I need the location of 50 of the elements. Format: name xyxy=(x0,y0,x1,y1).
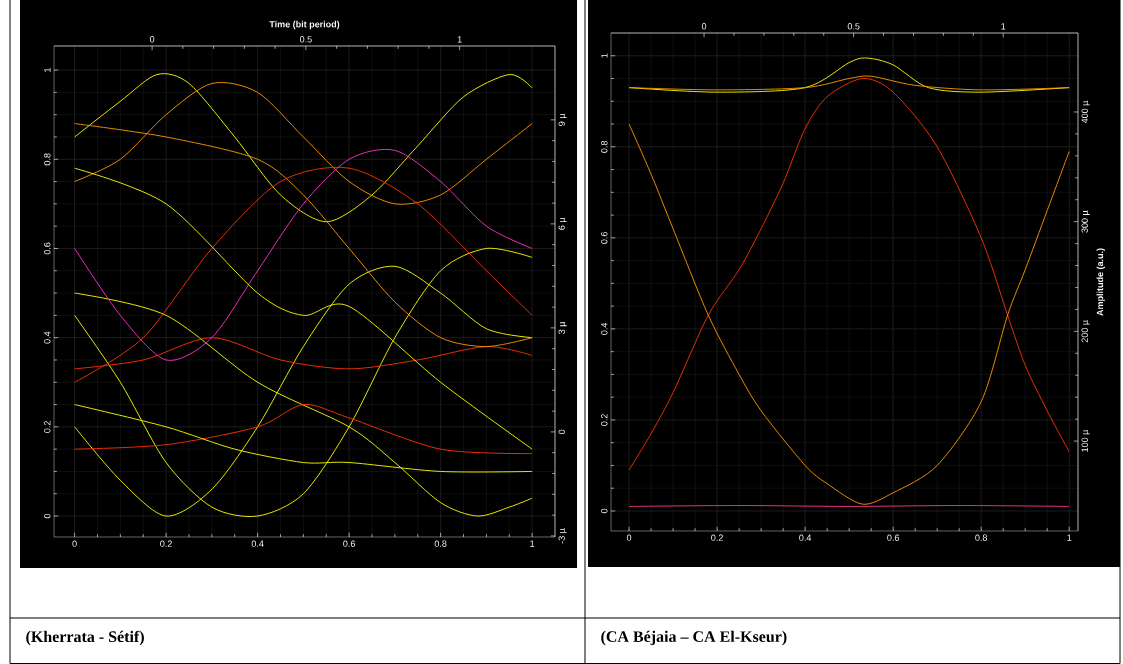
x-tick-label: 0.2 xyxy=(160,540,172,547)
line-series xyxy=(628,123,1070,505)
x-tick-label: 0 xyxy=(72,540,77,547)
y-tick-label: 0 xyxy=(44,513,51,519)
y2-tick-label: 200 µ xyxy=(1081,320,1090,343)
y-tick-label: 0.2 xyxy=(44,421,51,433)
y-tick-label: 1 xyxy=(601,53,608,58)
y2-tick-label: 6 µ xyxy=(558,217,567,230)
y2-tick-label: 3 µ xyxy=(558,321,567,334)
y-tick-label: 0.6 xyxy=(601,231,608,244)
y-tick-label: 0.4 xyxy=(44,331,51,344)
y2-axis-title: Amplitude (a.u.) xyxy=(1096,248,1105,316)
line-series xyxy=(628,78,1070,471)
x-tick-label: 0.8 xyxy=(434,540,447,547)
y-tick-label: 0.6 xyxy=(44,242,51,255)
y2-tick-label: 0 xyxy=(558,429,565,435)
y2-tick-label: 300 µ xyxy=(1081,210,1090,233)
line-series xyxy=(74,73,533,223)
x-tick-label: 0 xyxy=(626,534,632,541)
x-tick-label: 0.8 xyxy=(975,534,988,541)
line-series xyxy=(74,404,533,455)
text: (CA Béjaia – CA El-Kseur) xyxy=(601,630,787,646)
y-tick-label: 0.4 xyxy=(601,322,608,335)
x-tick-label: 0.2 xyxy=(711,534,723,541)
x2-tick-label: 1 xyxy=(457,36,462,43)
x2-tick-label: 0.5 xyxy=(299,36,312,43)
y2-tick-label: 100 µ xyxy=(1081,429,1090,452)
line-series xyxy=(628,75,1070,91)
y-tick-label: 0.8 xyxy=(601,140,608,153)
x2-tick-label: 0.5 xyxy=(847,23,860,30)
x-tick-label: 0.6 xyxy=(343,540,355,547)
x2-tick-label: 1 xyxy=(1001,23,1006,30)
x-tick-label: 1 xyxy=(530,540,535,547)
text: (Kherrata - Sétif) xyxy=(26,630,144,646)
y2-tick-label: 400 µ xyxy=(1081,100,1090,124)
y2-tick-label: 9 µ xyxy=(558,113,567,126)
x2-tick-label: 0 xyxy=(149,36,155,43)
y2-tick-label: -3 µ xyxy=(558,528,567,544)
y-tick-label: 0.2 xyxy=(601,414,608,426)
x-tick-label: 0.4 xyxy=(799,534,812,541)
x2-tick-label: 0 xyxy=(701,23,707,30)
x-tick-label: 1 xyxy=(1067,534,1072,541)
y-tick-label: 1 xyxy=(44,68,51,72)
x2-axis-title: Time (bit period) xyxy=(269,20,340,30)
y-tick-label: 0.8 xyxy=(44,153,51,166)
x-tick-label: 0.4 xyxy=(251,540,264,547)
line-series xyxy=(74,149,533,361)
x-tick-label: 0.6 xyxy=(887,534,900,541)
line-series xyxy=(74,166,533,383)
y-tick-label: 0 xyxy=(601,508,608,514)
